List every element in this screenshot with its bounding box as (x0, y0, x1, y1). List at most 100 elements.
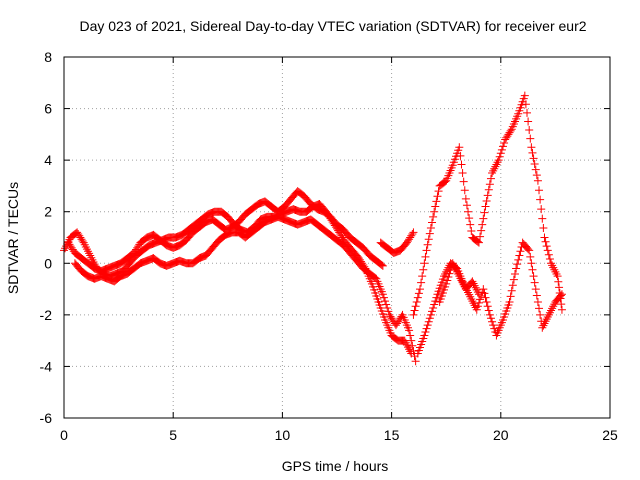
data-point (520, 91, 529, 100)
data-point (536, 195, 545, 204)
data-point (481, 293, 490, 302)
data-point (489, 166, 498, 175)
data-point (533, 297, 542, 306)
data-point (549, 263, 558, 272)
data-point (415, 285, 424, 294)
data-point (420, 331, 429, 340)
data-point (496, 149, 505, 158)
x-tick-label: 25 (602, 427, 618, 443)
data-point (433, 192, 442, 201)
data-point (477, 226, 486, 235)
data-point (425, 314, 434, 323)
data-point (485, 180, 494, 189)
data-point (541, 237, 550, 246)
data-point (429, 212, 438, 221)
data-point (466, 220, 475, 229)
data-point (82, 245, 91, 254)
data-point (515, 251, 524, 260)
data-point (509, 275, 518, 284)
data-point (489, 321, 498, 330)
data-point (423, 240, 432, 249)
data-point (414, 289, 423, 298)
data-point (86, 251, 95, 260)
data-point (410, 306, 419, 315)
data-point (530, 160, 539, 169)
data-point (79, 238, 88, 247)
data-point (506, 126, 515, 135)
data-point (486, 174, 495, 183)
data-point (524, 117, 533, 126)
data-point (547, 306, 556, 315)
data-point (484, 306, 493, 315)
data-point (81, 242, 90, 251)
data-point (557, 290, 566, 299)
data-point (545, 254, 554, 263)
data-point (429, 303, 438, 312)
data-point (384, 307, 393, 316)
data-point (470, 281, 479, 290)
data-point (531, 165, 540, 174)
data-point (422, 324, 431, 333)
data-point (408, 341, 417, 350)
x-tick-label: 5 (169, 427, 177, 443)
data-point (467, 227, 476, 236)
data-point (545, 308, 554, 317)
data-point (540, 319, 549, 328)
data-point (442, 279, 451, 288)
data-point (525, 126, 534, 135)
data-point (513, 260, 522, 269)
data-point (556, 291, 565, 300)
data-point (428, 218, 437, 227)
data-point (448, 259, 457, 268)
data-point (440, 272, 449, 281)
data-point (485, 310, 494, 319)
data-point (529, 154, 538, 163)
data-point (431, 297, 440, 306)
data-point (482, 196, 491, 205)
data-point (555, 283, 564, 292)
data-point (539, 224, 548, 233)
data-point (407, 336, 416, 345)
data-point (488, 169, 497, 178)
data-point (405, 326, 414, 335)
data-point (428, 307, 437, 316)
data-point (480, 289, 489, 298)
data-point (472, 285, 481, 294)
data-point (461, 194, 470, 203)
data-point (411, 302, 420, 311)
data-point (469, 279, 478, 288)
data-point (528, 265, 537, 274)
data-point (87, 253, 96, 262)
data-point (506, 292, 515, 301)
data-point (467, 294, 476, 303)
data-point (430, 300, 439, 309)
data-point (456, 151, 465, 160)
data-point (482, 297, 491, 306)
data-point (521, 100, 530, 109)
data-point (462, 201, 471, 210)
data-point (535, 186, 544, 195)
data-point (540, 233, 549, 242)
data-point (465, 214, 474, 223)
data-point (464, 207, 473, 216)
data-point (538, 214, 547, 223)
data-point (425, 229, 434, 238)
data-point (418, 272, 427, 281)
data-point (543, 246, 552, 255)
data-point (424, 235, 433, 244)
x-tick-label: 15 (384, 427, 400, 443)
y-tick-label: -2 (40, 307, 53, 323)
data-point (409, 310, 418, 319)
data-point (500, 138, 509, 147)
data-point (379, 293, 388, 302)
data-point (466, 292, 475, 301)
data-point (492, 160, 501, 169)
data-point (543, 313, 552, 322)
axes: 0 5 10 15 20 25 -6 -4 -2 0 2 4 6 8 (40, 49, 618, 443)
data-point (431, 202, 440, 211)
data-point (490, 324, 499, 333)
data-point (542, 315, 551, 324)
data-point (419, 265, 428, 274)
data-point (532, 171, 541, 180)
